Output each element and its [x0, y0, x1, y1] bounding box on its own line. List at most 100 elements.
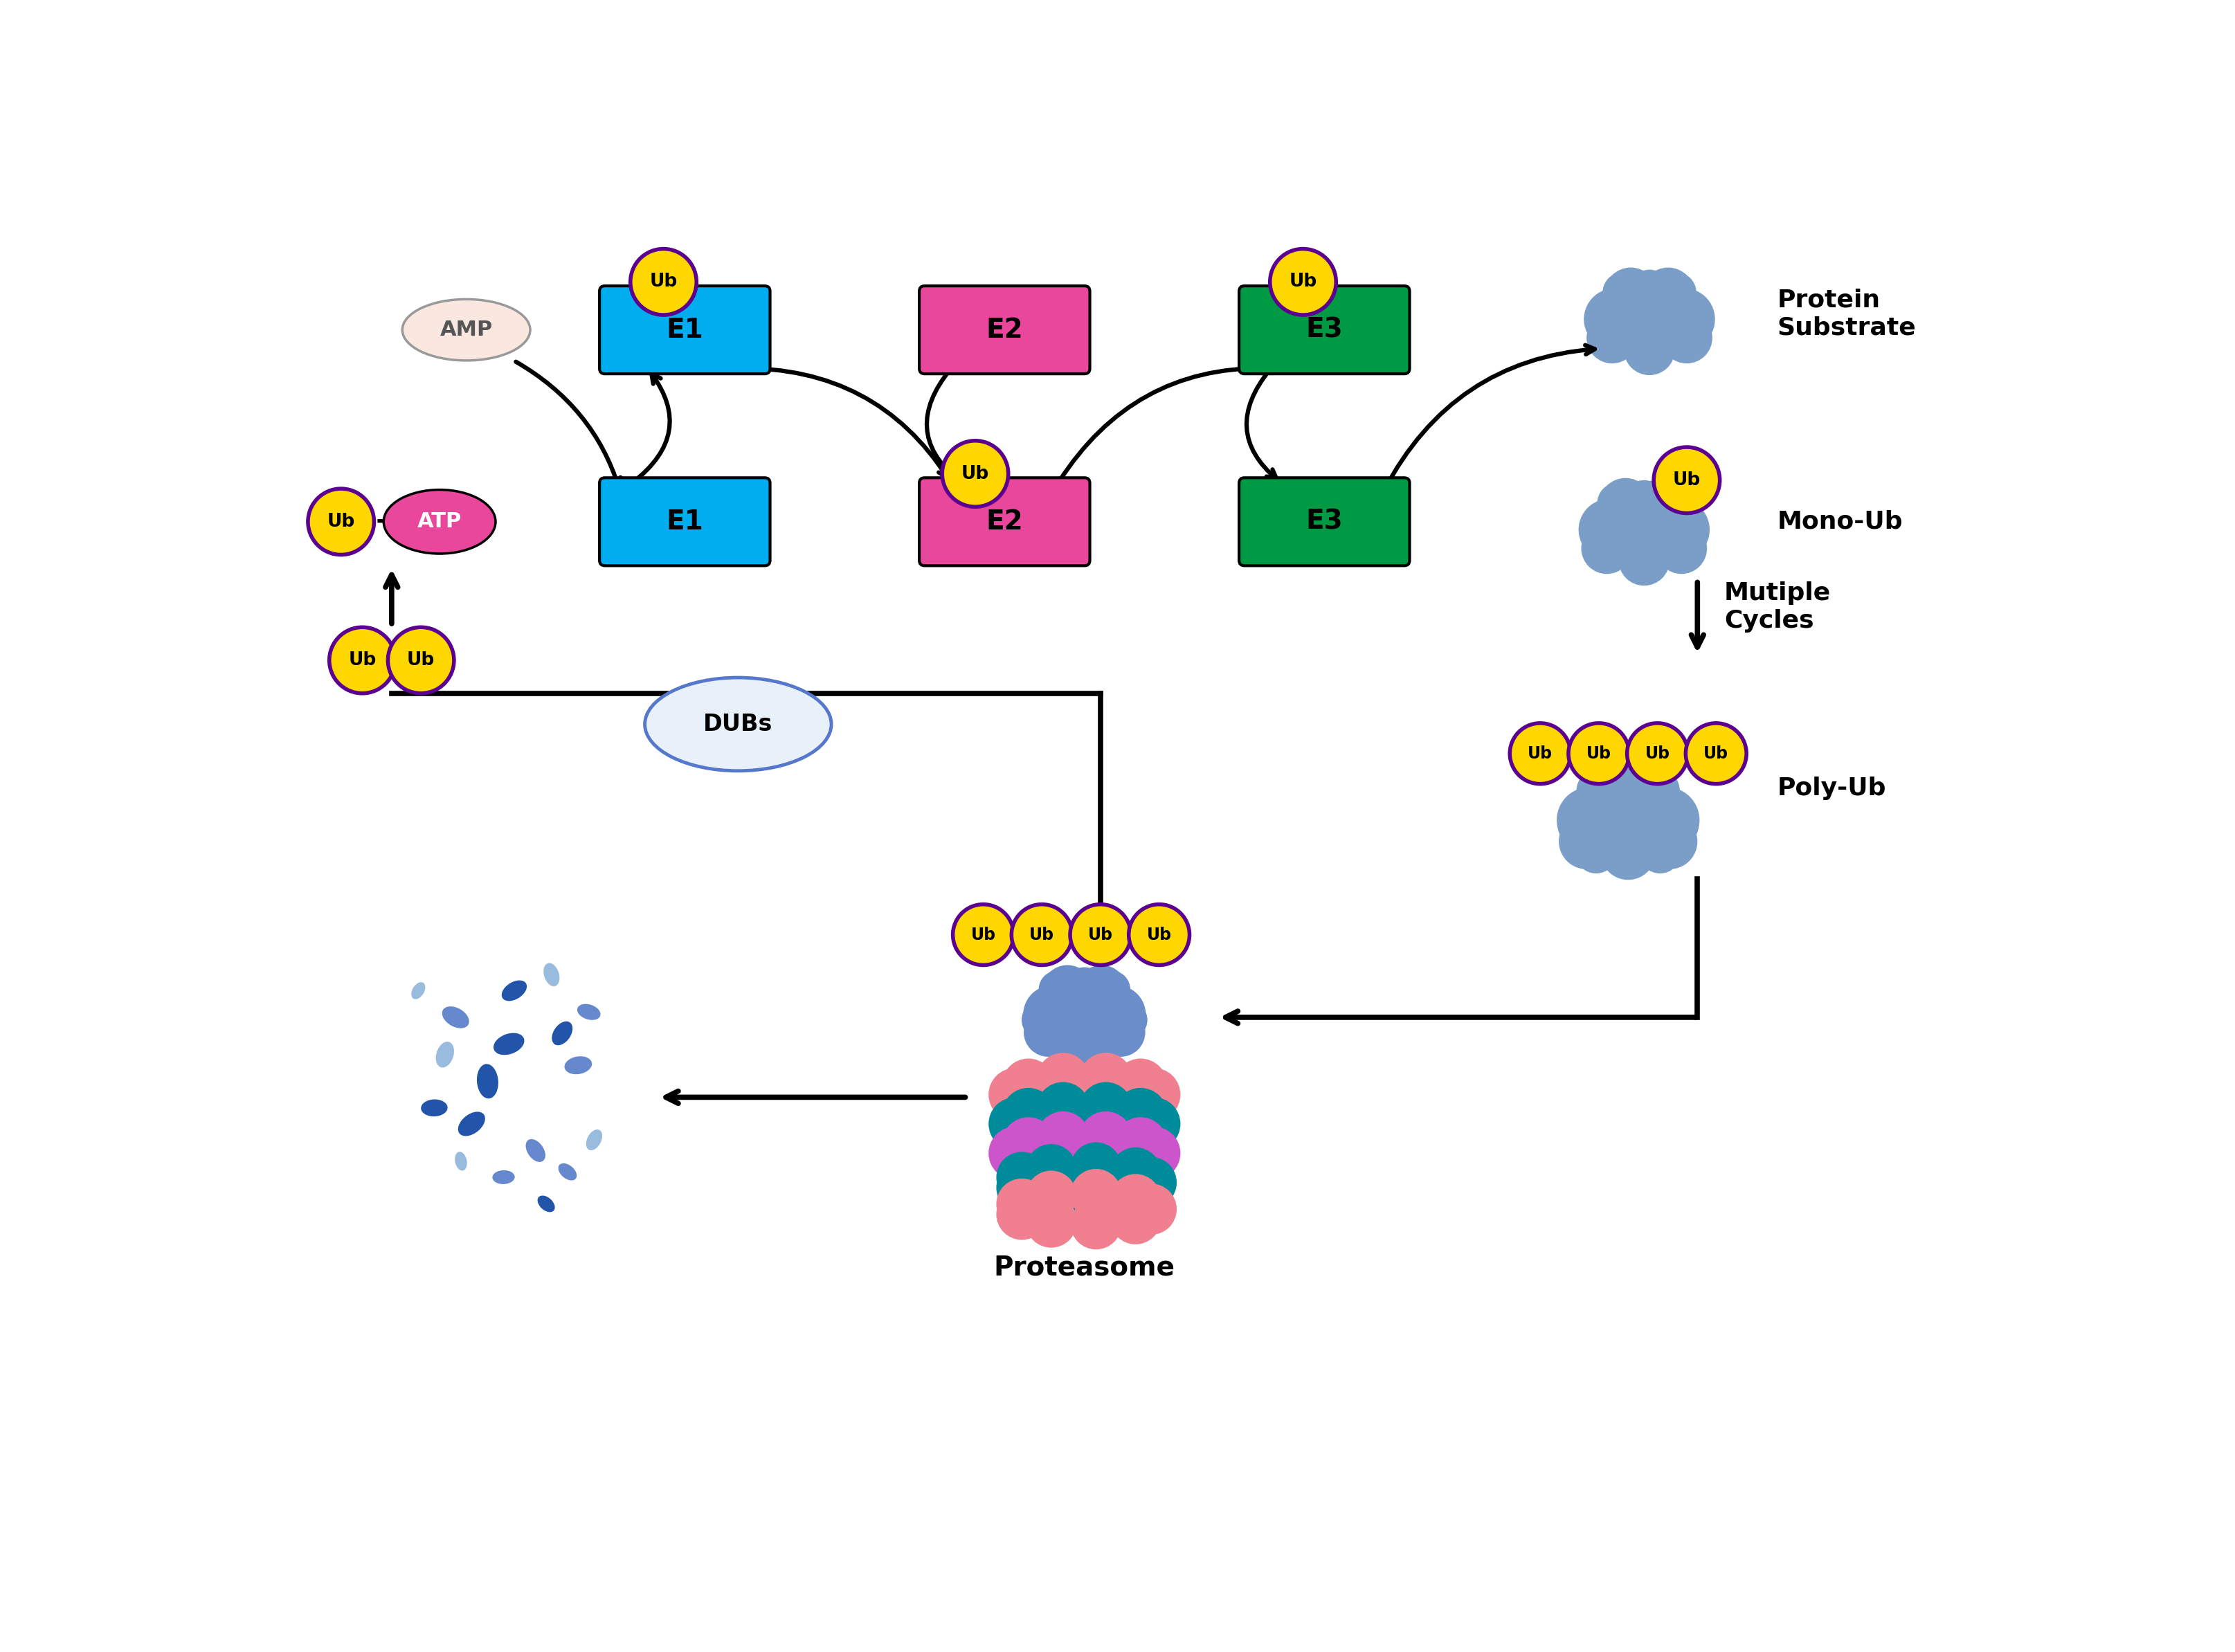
Circle shape [1001, 1107, 1055, 1160]
Circle shape [952, 904, 1012, 965]
Circle shape [1609, 798, 1670, 857]
Circle shape [988, 1097, 1042, 1150]
Circle shape [1037, 1112, 1088, 1166]
Circle shape [1578, 765, 1636, 823]
Circle shape [997, 1178, 1048, 1229]
Circle shape [1126, 1097, 1180, 1150]
Circle shape [1269, 249, 1337, 316]
Ellipse shape [552, 1021, 572, 1046]
Text: Ub: Ub [1290, 273, 1316, 291]
FancyBboxPatch shape [599, 286, 769, 373]
Text: Ub: Ub [407, 651, 436, 669]
Circle shape [1632, 299, 1687, 355]
Text: E2: E2 [986, 317, 1024, 344]
Text: Ub: Ub [1527, 745, 1553, 762]
Circle shape [1037, 1082, 1088, 1135]
Text: Poly-Ub: Poly-Ub [1777, 776, 1886, 800]
Circle shape [1661, 312, 1712, 363]
Circle shape [1580, 522, 1632, 573]
Circle shape [1024, 985, 1082, 1044]
Circle shape [1086, 985, 1144, 1044]
Text: E3: E3 [1305, 509, 1343, 535]
Circle shape [1656, 273, 1696, 312]
Circle shape [630, 249, 697, 316]
Text: Proteasome: Proteasome [995, 1254, 1176, 1280]
Ellipse shape [411, 983, 425, 999]
Text: +: + [373, 507, 398, 537]
Circle shape [1578, 499, 1640, 560]
Circle shape [1010, 904, 1073, 965]
Circle shape [1576, 768, 1620, 813]
Ellipse shape [536, 1196, 554, 1213]
Circle shape [988, 1067, 1042, 1122]
Ellipse shape [559, 1163, 577, 1181]
Circle shape [997, 1151, 1048, 1203]
Circle shape [308, 489, 373, 555]
Text: Ub: Ub [1028, 927, 1055, 943]
Circle shape [1587, 304, 1627, 345]
Ellipse shape [586, 1130, 601, 1150]
Circle shape [1026, 1170, 1077, 1221]
Circle shape [1582, 289, 1645, 350]
FancyBboxPatch shape [599, 477, 769, 565]
Circle shape [1640, 268, 1694, 320]
Circle shape [1627, 269, 1670, 312]
Text: Ub: Ub [1672, 471, 1701, 489]
Ellipse shape [644, 677, 831, 771]
Circle shape [1001, 1137, 1055, 1189]
FancyBboxPatch shape [919, 477, 1088, 565]
Circle shape [1042, 965, 1093, 1016]
Circle shape [1654, 803, 1699, 847]
Circle shape [1623, 481, 1665, 522]
Circle shape [1071, 1171, 1122, 1222]
Circle shape [1558, 803, 1602, 847]
Circle shape [1587, 798, 1645, 857]
Circle shape [1634, 786, 1699, 852]
FancyBboxPatch shape [1238, 286, 1410, 373]
Circle shape [1037, 1142, 1088, 1194]
Ellipse shape [476, 1064, 498, 1099]
Circle shape [1627, 510, 1683, 565]
Circle shape [1071, 1198, 1122, 1249]
Circle shape [1026, 1196, 1077, 1247]
Circle shape [1636, 477, 1690, 532]
Circle shape [1037, 1112, 1088, 1165]
Ellipse shape [577, 1004, 601, 1019]
Circle shape [1605, 767, 1652, 813]
Circle shape [1649, 482, 1690, 524]
Circle shape [1685, 724, 1746, 785]
Ellipse shape [492, 1170, 514, 1184]
Text: Ub: Ub [326, 512, 355, 530]
Circle shape [1113, 1107, 1167, 1160]
Ellipse shape [501, 980, 527, 1001]
Text: Ub: Ub [961, 464, 988, 482]
Circle shape [1001, 1117, 1055, 1171]
Circle shape [1001, 1089, 1055, 1142]
Circle shape [1113, 1117, 1167, 1171]
Text: E1: E1 [666, 509, 704, 535]
Circle shape [1109, 1193, 1160, 1244]
Circle shape [1113, 1077, 1167, 1130]
Circle shape [1109, 1148, 1160, 1198]
Circle shape [1091, 970, 1131, 1009]
Circle shape [1113, 1137, 1167, 1189]
Text: E3: E3 [1305, 317, 1343, 344]
Circle shape [1080, 1142, 1133, 1194]
Text: Protein
Substrate: Protein Substrate [1777, 289, 1915, 339]
Circle shape [1080, 1052, 1133, 1107]
Circle shape [1026, 1171, 1077, 1222]
Circle shape [1652, 289, 1714, 350]
Circle shape [1605, 510, 1661, 565]
Text: Ub: Ub [1587, 745, 1611, 762]
Circle shape [1071, 1170, 1122, 1221]
Ellipse shape [384, 489, 496, 553]
Text: Ub: Ub [1147, 927, 1171, 943]
Ellipse shape [443, 1006, 469, 1028]
Circle shape [1064, 966, 1104, 1008]
Circle shape [1672, 304, 1712, 345]
Circle shape [988, 1127, 1042, 1180]
Circle shape [1048, 981, 1120, 1054]
Circle shape [1580, 515, 1620, 555]
Circle shape [1071, 904, 1131, 965]
Circle shape [1080, 1084, 1133, 1137]
